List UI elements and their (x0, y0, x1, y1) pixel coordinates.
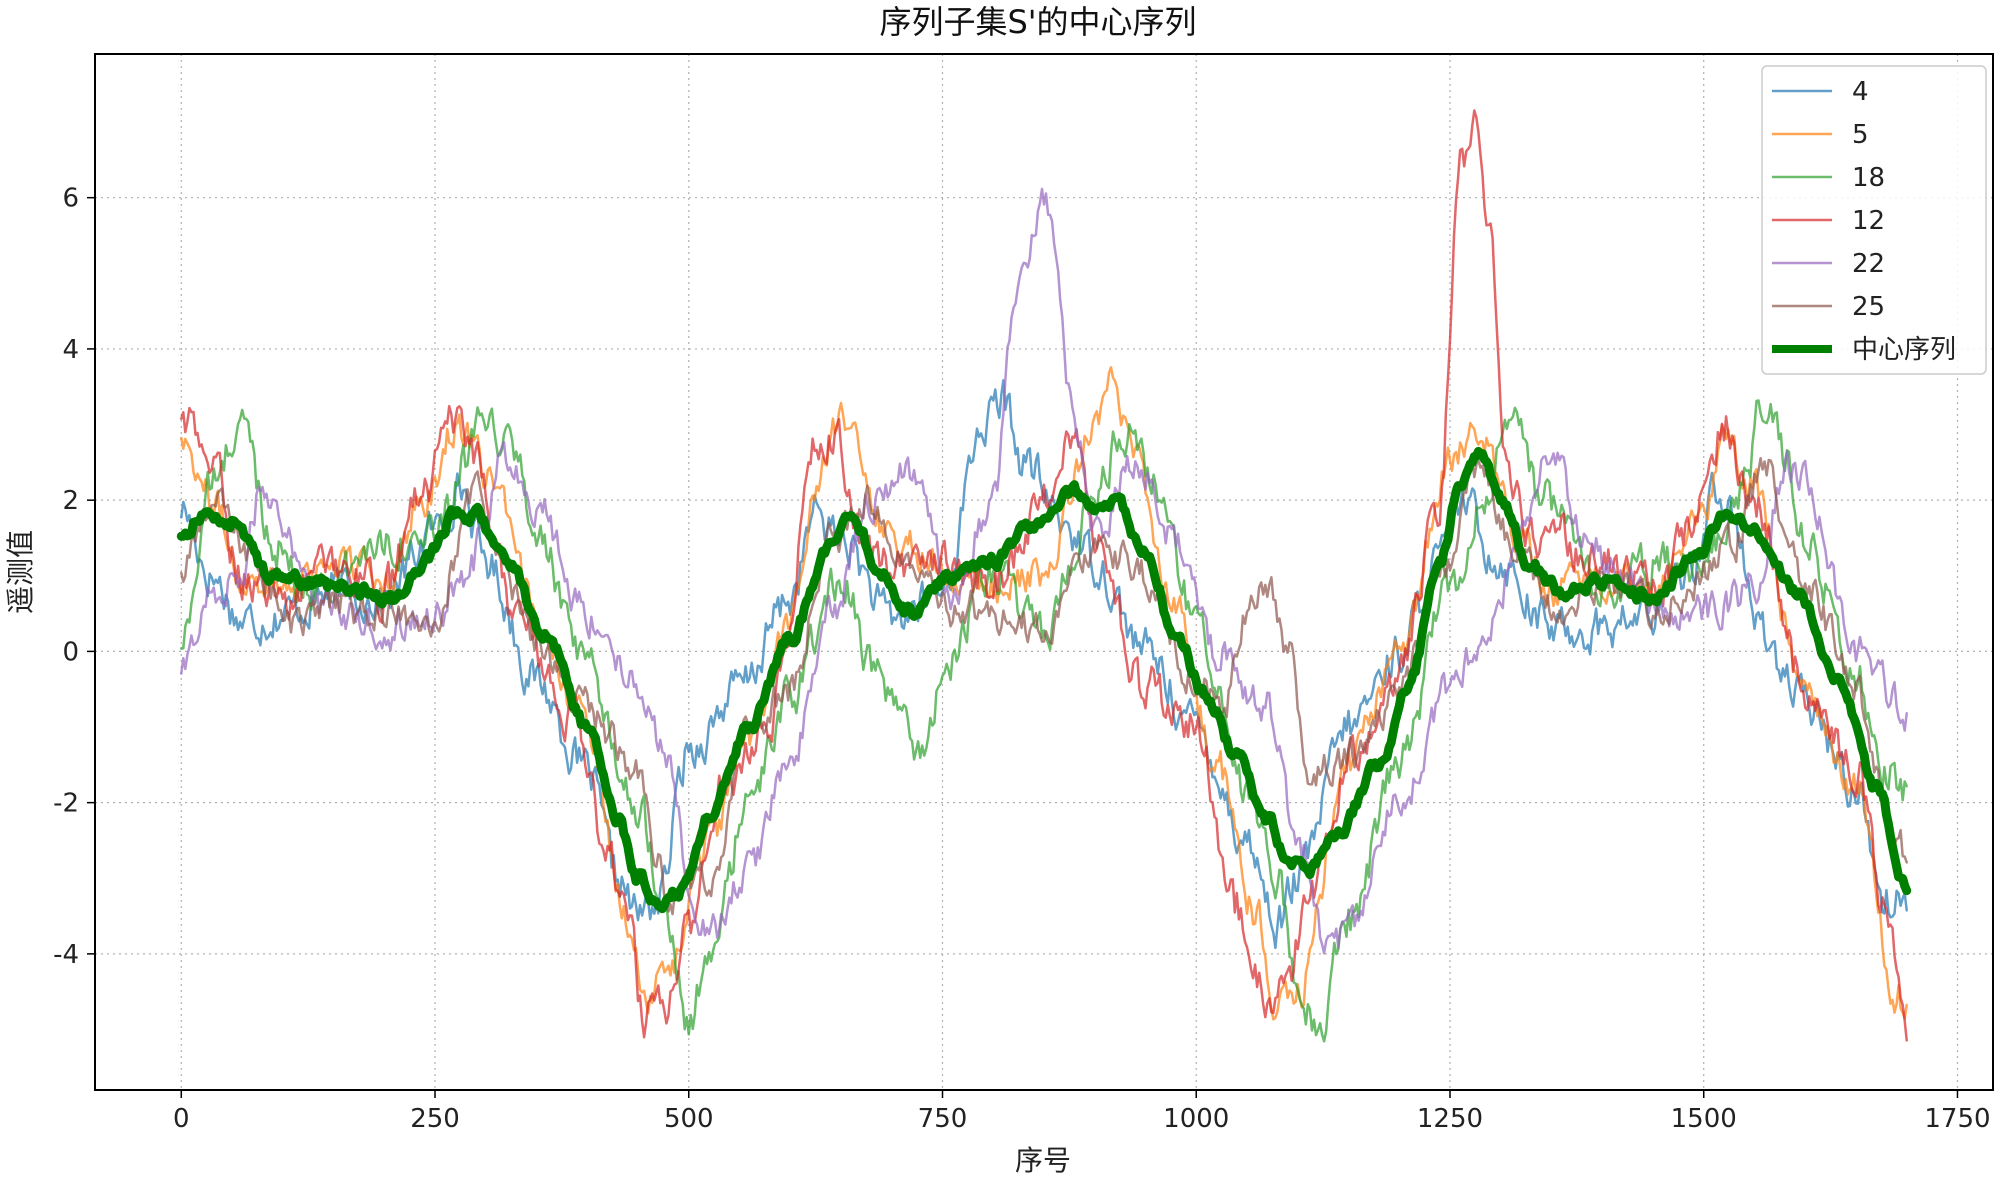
x-tick-label: 1250 (1417, 1104, 1483, 1134)
legend-label: 4 (1852, 77, 1869, 107)
legend-label: 22 (1852, 249, 1885, 279)
chart-title: 序列子集S'的中心序列 (879, 3, 1196, 41)
x-axis-label: 序号 (1015, 1144, 1071, 1177)
legend-label: 18 (1852, 163, 1885, 193)
y-tick-label: 6 (62, 184, 79, 214)
y-tick-label: 4 (62, 335, 79, 365)
y-tick-label: -2 (53, 789, 79, 819)
legend: 4 5 18 12 22 25 中心序列 (1761, 65, 1987, 375)
series-line (176, 446, 1912, 914)
y-axis-ticks: -4 -2 0 2 4 6 (53, 184, 95, 970)
x-tick-label: 1750 (1924, 1104, 1990, 1134)
y-tick-label: -4 (53, 940, 79, 970)
x-tick-label: 500 (664, 1104, 714, 1134)
x-tick-label: 1000 (1163, 1104, 1229, 1134)
y-tick-label: 0 (62, 637, 79, 667)
x-tick-label: 250 (410, 1104, 460, 1134)
legend-label: 25 (1852, 292, 1885, 322)
x-tick-label: 750 (918, 1104, 968, 1134)
plot-frame (94, 53, 1994, 1091)
x-tick-label: 1500 (1671, 1104, 1737, 1134)
legend-label: 5 (1852, 120, 1869, 150)
series-lines (176, 109, 1912, 1043)
x-axis-ticks: 0 250 500 750 1000 1250 1500 1750 (173, 1090, 1991, 1134)
y-axis-label: 遥测值 (4, 530, 37, 614)
legend-label: 中心序列 (1852, 335, 1956, 365)
legend-label: 12 (1852, 206, 1885, 236)
y-tick-label: 2 (62, 486, 79, 516)
legend-box (1761, 65, 1987, 375)
series-line (180, 379, 1908, 950)
x-tick-label: 0 (173, 1104, 190, 1134)
